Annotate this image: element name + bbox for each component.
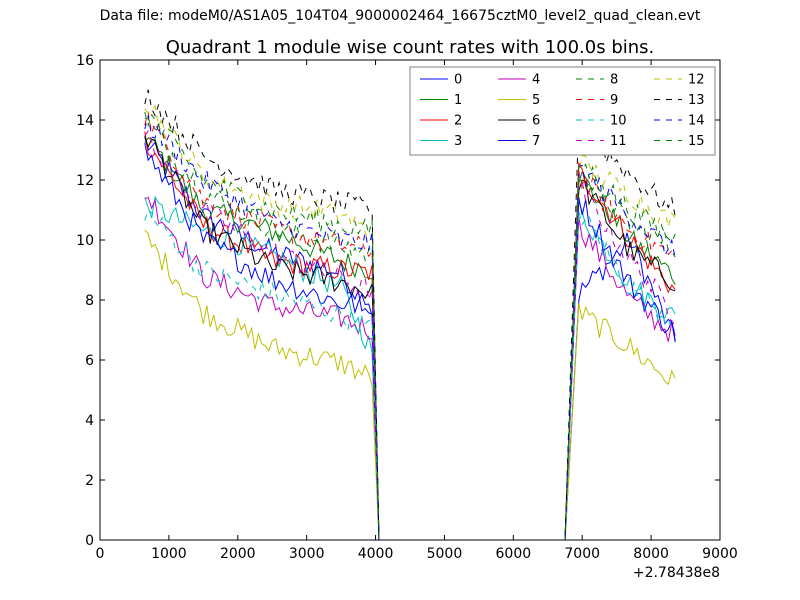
x-tick-label: 8000 xyxy=(633,546,669,562)
series-line-12 xyxy=(144,105,676,541)
series-line-7 xyxy=(144,142,676,541)
x-tick-label: 0 xyxy=(96,546,105,562)
series-line-4 xyxy=(144,196,676,541)
legend-label-11: 11 xyxy=(610,134,627,149)
legend-label-6: 6 xyxy=(532,114,540,129)
legend-label-8: 8 xyxy=(610,73,618,88)
legend-label-0: 0 xyxy=(454,73,462,88)
legend-label-3: 3 xyxy=(454,134,462,149)
x-tick-label: 3000 xyxy=(289,546,325,562)
y-tick-label: 2 xyxy=(85,473,94,489)
series-line-11 xyxy=(144,130,676,541)
legend-label-10: 10 xyxy=(610,114,627,129)
x-tick-label: 9000 xyxy=(702,546,738,562)
series-line-10 xyxy=(144,209,676,541)
series-line-9 xyxy=(144,112,676,541)
y-tick-label: 16 xyxy=(76,53,94,69)
x-tick-label: 1000 xyxy=(151,546,187,562)
page-title: Data file: modeM0/AS1A05_104T04_90000024… xyxy=(99,8,701,24)
legend-label-13: 13 xyxy=(688,93,705,108)
y-tick-label: 4 xyxy=(85,413,94,429)
x-tick-label: 4000 xyxy=(358,546,394,562)
axes: 0 1000 2000 3000 4000 5000 6000 7000 8000 9000 0 2 4… xyxy=(76,53,738,562)
chart-title: Quadrant 1 module wise count rates with … xyxy=(166,37,655,58)
y-tick-label: 6 xyxy=(85,353,94,369)
y-tick-label: 8 xyxy=(85,293,94,309)
x-tick-label: 2000 xyxy=(220,546,256,562)
x-tick-label: 5000 xyxy=(427,546,463,562)
series-line-3 xyxy=(144,195,676,541)
series-line-5 xyxy=(144,229,676,541)
series-line-6 xyxy=(144,135,676,541)
legend-label-1: 1 xyxy=(454,93,462,108)
plot-area xyxy=(144,89,676,541)
legend-label-7: 7 xyxy=(532,134,540,149)
x-tick-label: 7000 xyxy=(564,546,600,562)
legend-label-15: 15 xyxy=(688,134,705,149)
series-line-15 xyxy=(144,111,676,541)
y-tick-label: 10 xyxy=(76,233,94,249)
series-line-0 xyxy=(144,137,676,541)
legend-label-12: 12 xyxy=(688,73,705,88)
series-line-14 xyxy=(144,115,676,541)
series-line-8 xyxy=(144,117,676,541)
series-line-2 xyxy=(144,131,676,541)
y-tick-label: 12 xyxy=(76,173,94,189)
legend-box xyxy=(409,66,716,156)
legend-label-5: 5 xyxy=(532,93,540,108)
legend-label-9: 9 xyxy=(610,93,618,108)
y-tick-label: 0 xyxy=(85,533,94,549)
legend-label-2: 2 xyxy=(454,114,462,129)
series-line-1 xyxy=(144,137,676,541)
y-tick-label: 14 xyxy=(76,113,94,129)
x-offset-label: +2.78438e8 xyxy=(633,565,720,581)
legend-label-14: 14 xyxy=(688,114,705,129)
series-line-13 xyxy=(144,89,676,541)
legend-label-4: 4 xyxy=(532,73,540,88)
x-tick-label: 6000 xyxy=(496,546,532,562)
